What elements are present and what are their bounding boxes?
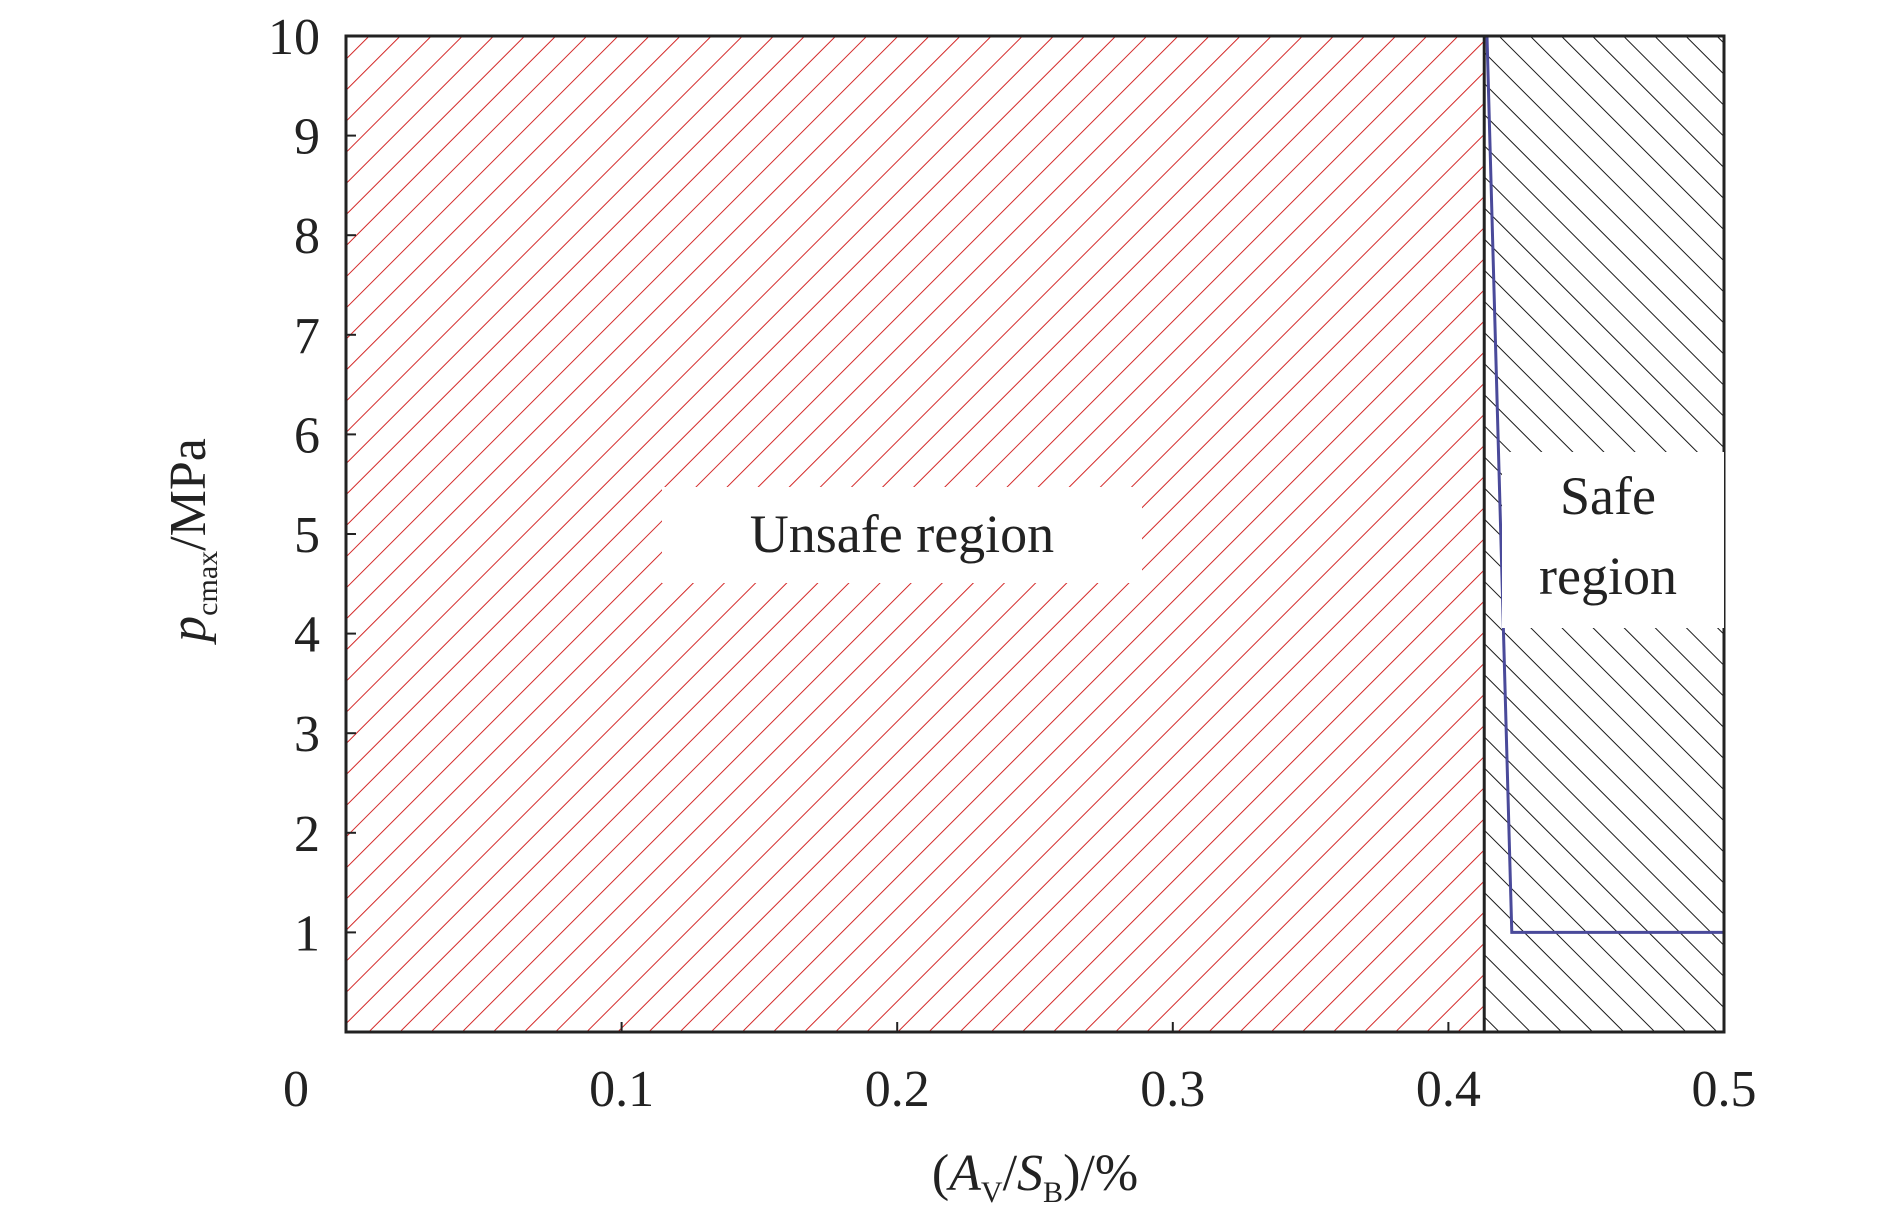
x-axis-title: (AV/SB)/%: [932, 1145, 1138, 1209]
unsafe-region-label: Unsafe region: [750, 504, 1054, 564]
safe-label-background: [1502, 452, 1724, 628]
safe-region-label-line2: region: [1539, 546, 1677, 606]
x-axis-tick-labels: 0 0.1 0.2 0.3 0.4 0.5: [283, 1061, 1757, 1118]
y-tick-label: 7: [294, 308, 320, 365]
y-tick-label: 8: [294, 208, 320, 265]
x-tick-label: 0.4: [1416, 1061, 1481, 1118]
y-tick-label: 4: [294, 607, 320, 664]
x-title-a-sub: V: [981, 1176, 1003, 1209]
x-title-s: S: [1017, 1145, 1043, 1202]
y-tick-label: 5: [294, 507, 320, 564]
x-tick-label: 0.5: [1692, 1061, 1757, 1118]
y-tick-label: 2: [294, 806, 320, 863]
y-tick-label: 10: [268, 9, 320, 66]
y-title-unit: /MPa: [160, 438, 217, 551]
y-axis-ticks: [346, 35, 356, 934]
x-axis-ticks: [620, 1022, 1725, 1032]
safe-region-label-line1: Safe: [1560, 466, 1656, 526]
y-tick-label: 1: [294, 905, 320, 962]
y-title-p: p: [160, 616, 217, 646]
x-title-open: (: [932, 1145, 949, 1202]
x-tick-label: 0.2: [865, 1061, 930, 1118]
unsafe-label-background: [662, 487, 1142, 583]
x-tick-label: 0.1: [589, 1061, 654, 1118]
y-tick-label: 3: [294, 706, 320, 763]
x-tick-label: 0: [283, 1061, 309, 1118]
y-axis-tick-labels: 1 2 3 4 5 6 7 8 9 10: [268, 9, 320, 962]
x-title-close: )/%: [1063, 1145, 1138, 1202]
y-axis-title: pcmax/MPa: [160, 438, 224, 646]
x-title-a: A: [946, 1145, 981, 1202]
y-tick-label: 9: [294, 109, 320, 166]
x-tick-label: 0.3: [1140, 1061, 1205, 1118]
y-tick-label: 6: [294, 407, 320, 464]
x-title-sep: /: [1003, 1145, 1018, 1202]
y-title-p-sub: cmax: [191, 551, 224, 616]
x-title-s-sub: B: [1043, 1176, 1063, 1209]
curve-line: [1485, 36, 1724, 934]
